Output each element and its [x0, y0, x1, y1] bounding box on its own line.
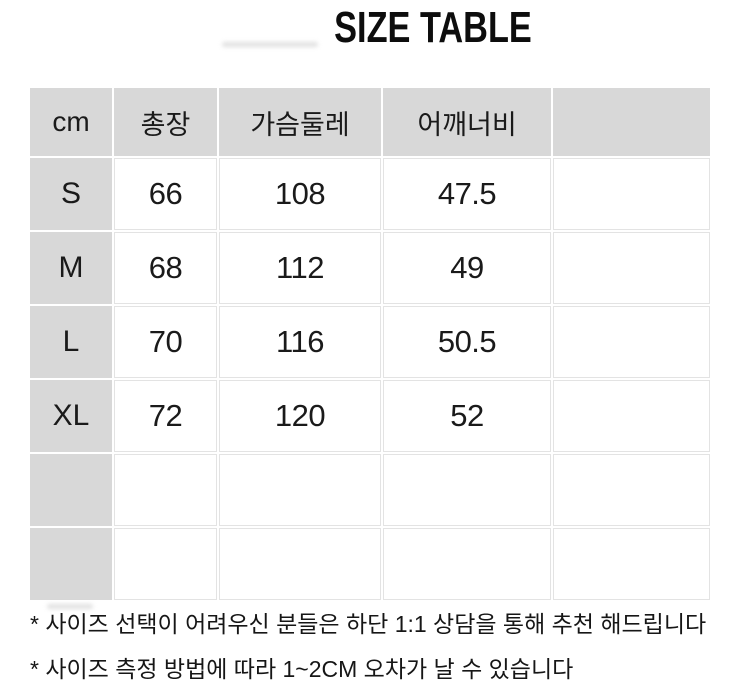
- header-cell-chest: 가슴둘레: [219, 88, 381, 156]
- value-cell: 47.5: [383, 158, 551, 230]
- value-cell: 50.5: [383, 306, 551, 378]
- value-cell: 72: [114, 380, 217, 452]
- size-cell: M: [30, 232, 112, 304]
- header-cell-length: 총장: [114, 88, 217, 156]
- value-cell: 120: [219, 380, 381, 452]
- size-cell: [30, 454, 112, 526]
- header-cell-unit: cm: [30, 88, 112, 156]
- header-cell-shoulder: 어깨너비: [383, 88, 551, 156]
- value-cell: [553, 380, 710, 452]
- value-cell: [114, 454, 217, 526]
- value-cell: 52: [383, 380, 551, 452]
- value-cell: 66: [114, 158, 217, 230]
- value-cell: [553, 232, 710, 304]
- value-cell: 116: [219, 306, 381, 378]
- value-cell: [219, 454, 381, 526]
- watermark-smudge-top: [222, 42, 318, 47]
- size-cell: L: [30, 306, 112, 378]
- size-cell: S: [30, 158, 112, 230]
- value-cell: [553, 158, 710, 230]
- note-size-recommendation: * 사이즈 선택이 어려우신 분들은 하단 1:1 상담을 통해 추천 해드립니…: [30, 611, 707, 637]
- value-cell: [553, 528, 710, 600]
- page-title: SIZE TABLE: [334, 3, 532, 52]
- value-cell: [114, 528, 217, 600]
- value-cell: [219, 528, 381, 600]
- value-cell: [553, 306, 710, 378]
- value-cell: 68: [114, 232, 217, 304]
- value-cell: 112: [219, 232, 381, 304]
- value-cell: [383, 454, 551, 526]
- note-measurement-tolerance: * 사이즈 측정 방법에 따라 1~2CM 오차가 날 수 있습니다: [30, 656, 574, 682]
- value-cell: 49: [383, 232, 551, 304]
- value-cell: [383, 528, 551, 600]
- header-cell-empty: [553, 88, 710, 156]
- value-cell: [553, 454, 710, 526]
- size-cell: [30, 528, 112, 600]
- value-cell: 70: [114, 306, 217, 378]
- size-table: cm 총장 가슴둘레 어깨너비 S 66 108 47.5 M 68 112 4…: [30, 88, 710, 600]
- value-cell: 108: [219, 158, 381, 230]
- footnotes: * 사이즈 선택이 어려우신 분들은 하단 1:1 상담을 통해 추천 해드립니…: [30, 609, 730, 699]
- size-cell: XL: [30, 380, 112, 452]
- watermark-smudge-bottom: [47, 604, 93, 609]
